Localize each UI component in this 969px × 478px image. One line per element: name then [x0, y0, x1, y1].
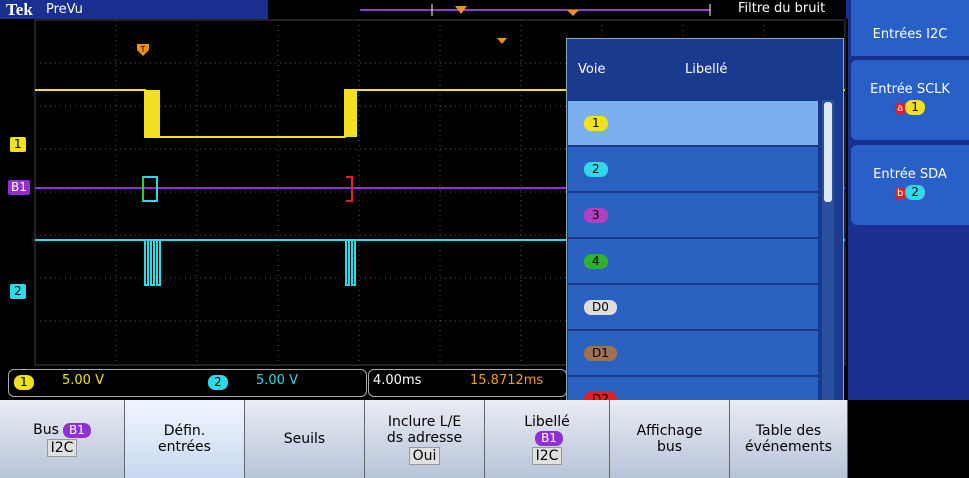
button-label: ds adresse: [386, 429, 463, 446]
button-label: bus: [656, 439, 683, 455]
button-label: Table des: [755, 423, 822, 439]
side-label: Entrée SDA: [873, 167, 947, 182]
source-channel: 2: [905, 185, 925, 200]
menu-button[interactable]: Seuils: [245, 400, 365, 478]
channel-badge: 4: [584, 254, 608, 269]
button-value: I2C: [46, 438, 78, 457]
popup-row[interactable]: [568, 193, 818, 238]
column-header: Libellé: [685, 62, 728, 77]
menu-button[interactable]: Défin. entrées: [125, 400, 245, 478]
side-button[interactable]: Entrée SDA b 2: [851, 145, 969, 225]
channel-badge: 1: [584, 116, 608, 131]
button-value: Oui: [408, 446, 441, 465]
channel-badge: D0: [584, 300, 617, 315]
button-label: Inclure L/E: [387, 413, 462, 430]
ch2-marker[interactable]: 2: [10, 284, 26, 299]
ch1-badge: 1: [14, 375, 34, 390]
channel-badge: D1: [584, 346, 617, 361]
svg-text:T: T: [140, 45, 146, 54]
side-button[interactable]: Entrée SCLK a 1: [851, 60, 969, 140]
button-label: événements: [745, 439, 832, 455]
button-label: Libellé: [524, 413, 570, 430]
timebase: 4.00ms: [373, 373, 422, 388]
button-label: Défin.: [163, 423, 206, 439]
button-label: Seuils: [283, 431, 326, 447]
source-tag: b: [895, 188, 906, 199]
channel-badge: 3: [584, 208, 608, 223]
popup-row[interactable]: [568, 147, 818, 192]
badge-row: B1: [485, 430, 609, 446]
scroll-thumb[interactable]: [824, 102, 832, 202]
button-label: Bus B1: [0, 422, 124, 438]
menu-button[interactable]: Affichage bus: [610, 400, 730, 478]
bus-badge: B1: [535, 430, 563, 446]
brand: Tek: [6, 0, 33, 19]
bus-badge: B1: [62, 422, 91, 438]
side-title: Entrées I2C: [851, 0, 969, 56]
position: 15.8712ms: [470, 373, 544, 388]
ch2-scale: 5.00 V: [256, 373, 298, 388]
button-label: entrées: [158, 439, 211, 455]
ch1-scale: 5.00 V: [62, 373, 104, 388]
source-channel: 1: [905, 100, 925, 115]
side-label: Entrée SCLK: [870, 82, 950, 97]
popup-row[interactable]: [568, 101, 818, 146]
button-value: I2C: [531, 446, 563, 465]
menu-button[interactable]: Bus B1 I2C: [0, 400, 125, 478]
button-label: Affichage: [636, 423, 703, 439]
ch1-marker[interactable]: 1: [10, 137, 26, 152]
mode: PreVu: [46, 2, 83, 17]
ch2-badge: 2: [208, 375, 228, 390]
channel-badge: 2: [584, 162, 608, 177]
popup-row[interactable]: [568, 239, 818, 284]
filter-label[interactable]: Filtre du bruit: [738, 1, 826, 16]
menu-button[interactable]: Inclure L/E ds adresse Oui: [365, 400, 485, 478]
source-tag: a: [895, 103, 906, 114]
menu-button[interactable]: Libellé B1 I2C: [485, 400, 610, 478]
column-header: Voie: [578, 62, 606, 77]
channel-readout: [8, 369, 367, 397]
menu-button[interactable]: Table des événements: [730, 400, 848, 478]
bus-marker[interactable]: B1: [8, 180, 30, 195]
